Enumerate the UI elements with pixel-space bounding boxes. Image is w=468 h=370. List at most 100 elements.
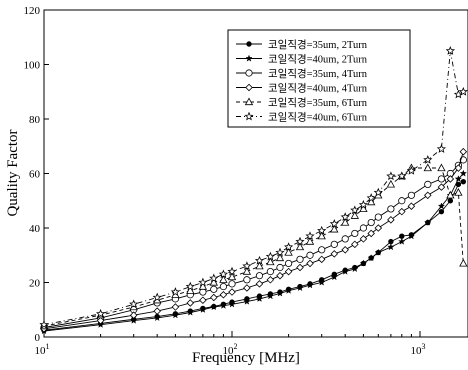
- data-point: [275, 247, 285, 257]
- legend-item: 코일직경=35um, 2Turn: [236, 38, 368, 51]
- data-point: [243, 276, 251, 284]
- data-point: [359, 204, 368, 213]
- series-line: [43, 173, 464, 332]
- data-point: [341, 235, 349, 243]
- data-point: [341, 267, 349, 275]
- data-point: [130, 316, 138, 324]
- data-point: [317, 255, 326, 264]
- data-point: [284, 259, 293, 268]
- legend-label: 코일직경=35um, 4Turn: [268, 67, 368, 80]
- data-point: [199, 296, 207, 304]
- x-tick-label: 101: [35, 342, 50, 357]
- data-point: [210, 293, 218, 302]
- series-line: [43, 167, 464, 327]
- y-axis-label: Quality Factor: [5, 129, 21, 216]
- data-point: [423, 218, 432, 226]
- y-tick-label: 100: [24, 60, 41, 72]
- data-point: [407, 232, 416, 240]
- data-point: [374, 248, 383, 256]
- data-point: [152, 292, 162, 302]
- data-point: [255, 272, 264, 280]
- data-point: [170, 287, 180, 296]
- data-point: [373, 187, 383, 197]
- data-point: [318, 278, 326, 286]
- data-point: [359, 224, 368, 232]
- data-point: [266, 267, 274, 276]
- legend-marker: [245, 54, 253, 62]
- data-point: [317, 231, 326, 240]
- data-point: [317, 225, 327, 235]
- data-point: [284, 267, 293, 276]
- legend-marker: [246, 41, 252, 47]
- data-point: [374, 213, 382, 221]
- data-point: [306, 281, 314, 289]
- data-point: [305, 237, 315, 245]
- data-point: [397, 237, 406, 245]
- y-axis: 0 20 40 60 80 100 120: [24, 5, 49, 344]
- data-point: [153, 313, 161, 322]
- data-point: [397, 171, 407, 181]
- data-point: [306, 259, 314, 268]
- data-point: [437, 175, 446, 183]
- y-tick-label: 120: [24, 5, 41, 17]
- series-6: [39, 46, 468, 329]
- data-point: [386, 171, 396, 181]
- data-point: [367, 197, 376, 206]
- data-point: [266, 276, 275, 284]
- data-point: [423, 163, 432, 172]
- data-point: [96, 308, 106, 318]
- data-point: [295, 242, 305, 251]
- data-point: [387, 243, 395, 251]
- data-point: [153, 307, 161, 315]
- data-point: [341, 218, 350, 226]
- data-point: [227, 272, 237, 281]
- data-point: [367, 218, 375, 227]
- data-point: [459, 147, 468, 156]
- legend-item: 코일직경=35um, 4Turn: [236, 67, 368, 80]
- data-point: [129, 311, 138, 319]
- data-point: [284, 286, 293, 294]
- data-point: [318, 246, 326, 254]
- data-point: [186, 286, 195, 294]
- data-point: [359, 235, 368, 243]
- legend-item: 코일직경=40um, 6Turn: [236, 111, 368, 124]
- data-point: [330, 224, 339, 233]
- series-4: [40, 147, 468, 333]
- data-point: [219, 282, 228, 291]
- y-tick-label: 80: [29, 114, 41, 126]
- data-point: [284, 247, 293, 256]
- data-point: [199, 305, 207, 313]
- legend-box: [227, 29, 411, 128]
- legend-item: 코일직경=40um, 4Turn: [236, 82, 368, 95]
- data-point: [398, 207, 406, 216]
- data-point: [255, 294, 264, 302]
- data-point: [242, 267, 252, 275]
- data-point: [219, 290, 228, 299]
- x-axis-label: Frequency [MHz]: [192, 350, 300, 366]
- data-point: [367, 229, 375, 238]
- legend-item: 코일직경=40um, 2Turn: [236, 53, 368, 66]
- data-point: [227, 266, 237, 276]
- data-point: [454, 188, 463, 196]
- data-point: [446, 190, 455, 199]
- data-point: [296, 255, 304, 263]
- data-point: [398, 197, 406, 205]
- data-point: [276, 289, 284, 297]
- data-point: [407, 191, 416, 199]
- data-point: [436, 144, 446, 153]
- data-point: [243, 297, 251, 305]
- data-point: [219, 275, 228, 283]
- y-tick-label: 40: [29, 223, 41, 235]
- data-point: [438, 208, 445, 215]
- data-point: [350, 205, 360, 215]
- data-point: [330, 250, 339, 258]
- legend-marker: [245, 69, 253, 77]
- data-point: [266, 257, 275, 266]
- data-point: [296, 284, 304, 292]
- data-point: [458, 86, 468, 96]
- data-point: [243, 284, 251, 292]
- data-point: [359, 259, 368, 267]
- data-point: [387, 205, 395, 213]
- data-point: [276, 263, 284, 272]
- data-point: [186, 308, 194, 316]
